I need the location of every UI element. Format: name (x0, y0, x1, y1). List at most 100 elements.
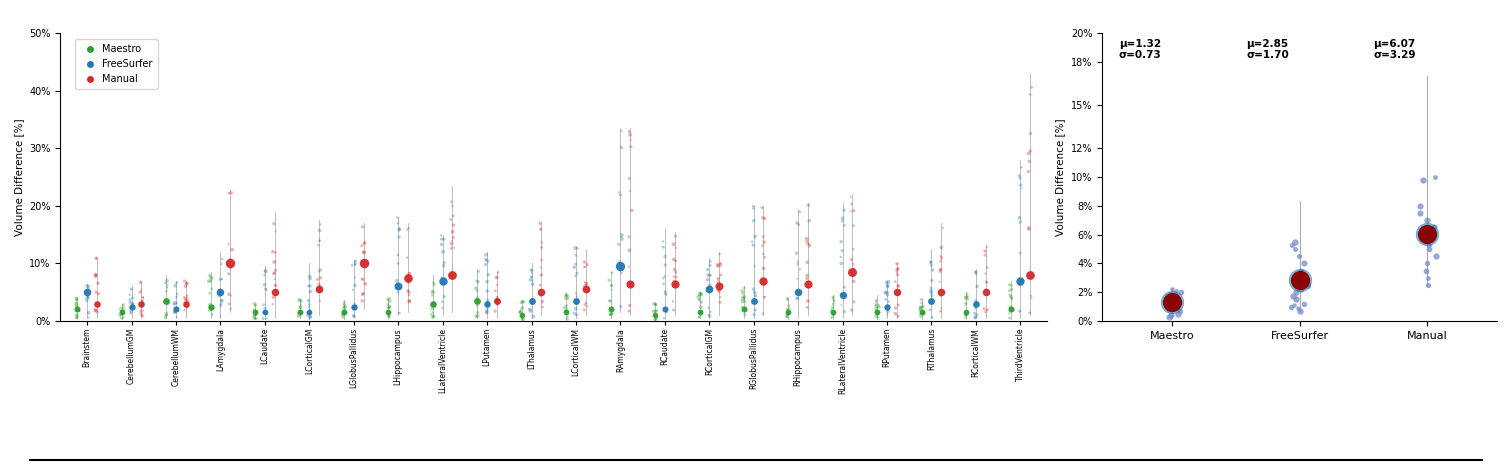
Point (162, 300, 186, 308)
Point (1019, 292, 1043, 300)
Point (954, 310, 978, 318)
Point (307, 227, 331, 234)
Point (842, 278, 866, 285)
Point (706, 275, 730, 282)
Point (1166, 310, 1190, 318)
Point (965, 283, 989, 290)
Point (85, 300, 109, 307)
Point (254, 286, 278, 294)
Point (130, 311, 154, 318)
Point (242, 315, 266, 322)
Point (110, 309, 135, 316)
Point (874, 279, 898, 287)
Point (556, 312, 581, 320)
Point (520, 267, 544, 274)
Point (1009, 164, 1033, 171)
Point (599, 297, 623, 305)
Point (396, 274, 420, 281)
Point (885, 260, 909, 268)
Point (730, 287, 754, 295)
Point (376, 304, 401, 312)
Point (529, 288, 553, 296)
Point (841, 268, 865, 276)
Point (608, 262, 632, 270)
Point (1169, 288, 1193, 296)
Point (396, 287, 420, 295)
Point (475, 278, 499, 286)
Point (999, 285, 1024, 293)
Point (1417, 245, 1441, 253)
Point (85, 308, 109, 316)
Point (643, 316, 667, 323)
Point (919, 297, 943, 304)
Point (156, 277, 180, 285)
Point (175, 303, 200, 311)
Point (975, 279, 999, 287)
Point (508, 309, 532, 316)
Point (129, 278, 153, 286)
Point (198, 289, 222, 297)
Point (555, 302, 579, 309)
Point (522, 313, 546, 320)
Point (996, 310, 1021, 317)
Point (785, 275, 809, 283)
Point (296, 297, 321, 304)
Point (76, 293, 100, 301)
Point (386, 214, 410, 221)
Point (974, 308, 998, 316)
Point (74, 290, 98, 297)
Point (919, 314, 943, 321)
Point (928, 308, 953, 315)
Point (553, 293, 578, 301)
Point (785, 249, 809, 257)
Point (777, 310, 801, 318)
Point (528, 281, 552, 289)
Point (820, 314, 844, 321)
Point (1019, 130, 1043, 137)
Point (307, 268, 331, 275)
Point (883, 304, 907, 312)
Point (750, 242, 774, 250)
Point (617, 128, 641, 135)
Point (466, 278, 490, 286)
Point (821, 296, 845, 303)
Point (1281, 293, 1305, 300)
Point (618, 136, 643, 143)
Point (565, 270, 590, 277)
Point (219, 305, 243, 313)
Point (688, 290, 712, 297)
Point (600, 282, 624, 289)
Point (829, 238, 853, 245)
Point (253, 281, 277, 288)
Point (476, 257, 500, 265)
Point (243, 308, 268, 315)
Point (919, 259, 943, 266)
Point (912, 310, 936, 318)
Point (165, 294, 189, 301)
Point (77, 290, 101, 298)
Point (375, 301, 399, 308)
Point (209, 289, 233, 297)
Point (795, 280, 820, 287)
Point (733, 311, 758, 318)
Point (688, 292, 712, 299)
Point (609, 127, 634, 135)
Point (520, 273, 544, 281)
Point (555, 315, 579, 323)
Point (210, 297, 234, 305)
Point (664, 273, 688, 281)
Point (875, 291, 900, 299)
Point (262, 220, 286, 228)
Point (965, 270, 989, 278)
Point (921, 266, 945, 274)
Point (1018, 158, 1042, 165)
Point (751, 265, 776, 272)
Legend: Maestro, FreeSurfer, Manual: Maestro, FreeSurfer, Manual (76, 39, 157, 89)
Point (467, 268, 491, 275)
Point (886, 271, 910, 278)
Point (529, 244, 553, 251)
Point (688, 290, 712, 298)
Point (1415, 216, 1439, 224)
Point (830, 291, 854, 299)
Point (874, 288, 898, 296)
